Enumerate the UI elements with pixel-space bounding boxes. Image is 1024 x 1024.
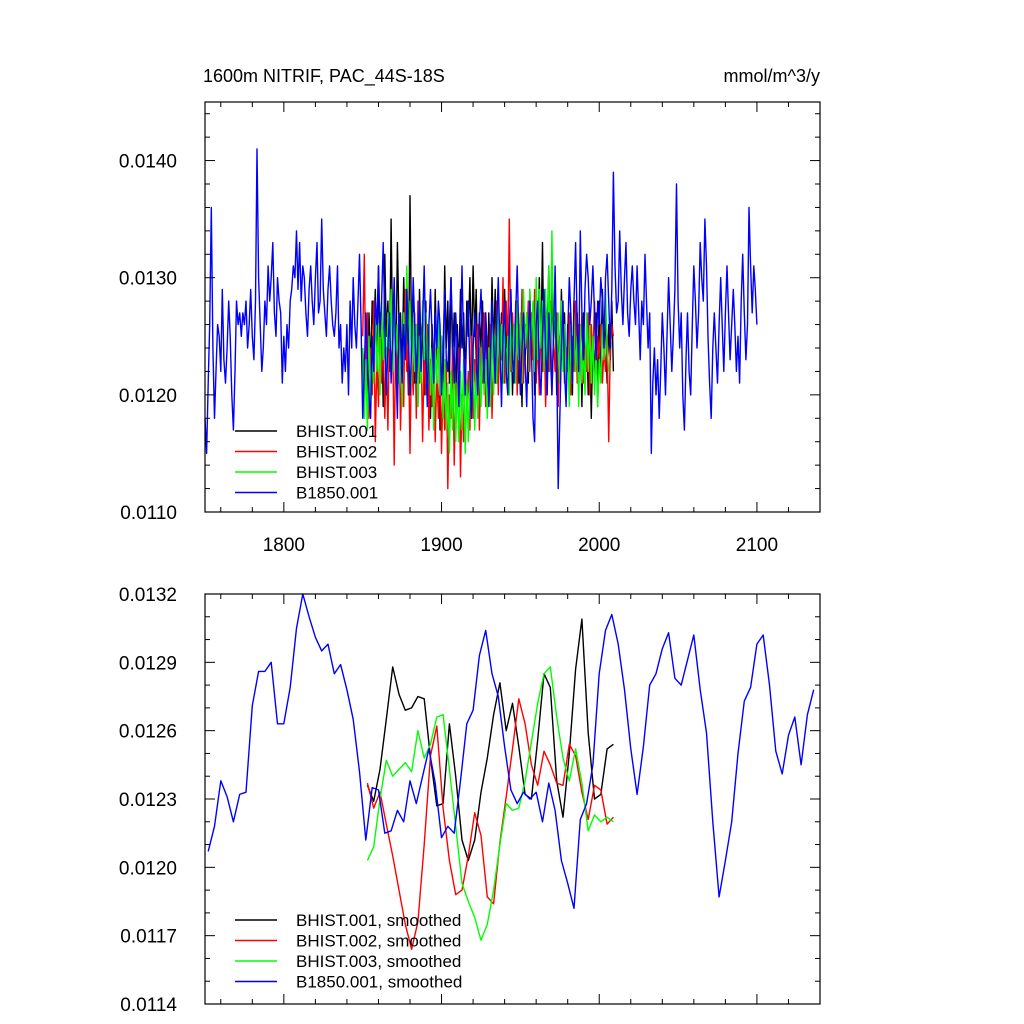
- top-panel: 1600m NITRIF, PAC_44S-18S mmol/m^3/y 180…: [119, 66, 821, 556]
- top-legend-label: BHIST.002: [296, 443, 377, 462]
- top-series-line-b1850-001: [204, 148, 758, 490]
- bottom-series-line-b1850-001: [207, 593, 815, 909]
- top-legend-label: BHIST.003: [296, 463, 377, 482]
- top-y-tick-label: 0.0140: [119, 152, 177, 173]
- bottom-series-line-bhist-003: [366, 666, 614, 941]
- top-chart-units: mmol/m^3/y: [724, 66, 820, 86]
- top-axis-ticks: 1800 1900 2000 2100 0.0110 0.0120 0.0130 0.0140: [119, 102, 821, 556]
- bottom-y-tick-label: 0.0120: [119, 858, 177, 879]
- bottom-y-tick-label: 0.0126: [119, 722, 177, 743]
- top-legend-label: BHIST.001: [296, 422, 377, 441]
- bottom-panel: 0.0114 0.0117 0.0120 0.0123 0.0126 0.0129 0.01…: [119, 585, 821, 1016]
- bottom-legend-label: BHIST.002, smoothed: [296, 932, 461, 951]
- top-series-group: [204, 148, 758, 490]
- bottom-y-tick-label: 0.0132: [119, 585, 177, 606]
- bottom-legend-label: BHIST.003, smoothed: [296, 952, 461, 971]
- bottom-y-tick-label: 0.0114: [120, 995, 177, 1016]
- top-x-tick-label: 1800: [263, 535, 305, 556]
- bottom-axis-ticks: 0.0114 0.0117 0.0120 0.0123 0.0126 0.0129 0.01…: [119, 585, 821, 1016]
- top-legend-label: B1850.001: [296, 484, 378, 503]
- bottom-series-line-bhist-002: [366, 698, 614, 950]
- bottom-series-group: [207, 593, 815, 950]
- bottom-y-tick-label: 0.0129: [119, 653, 177, 674]
- bottom-legend-label: BHIST.001, smoothed: [296, 911, 461, 930]
- bottom-y-tick-label: 0.0123: [119, 790, 177, 811]
- top-y-tick-label: 0.0130: [119, 269, 177, 290]
- top-x-tick-label: 2100: [736, 535, 778, 556]
- bottom-legend: BHIST.001, smoothed BHIST.002, smoothedBH…: [235, 911, 462, 992]
- top-y-tick-label: 0.0120: [119, 386, 177, 407]
- bottom-legend-label: B1850.001, smoothed: [296, 973, 462, 992]
- top-x-tick-label: 2000: [578, 535, 620, 556]
- top-chart-title: 1600m NITRIF, PAC_44S-18S: [203, 66, 445, 87]
- top-y-tick-label: 0.0110: [120, 503, 177, 524]
- bottom-series-line-bhist-001: [366, 618, 614, 862]
- top-plot-frame: [204, 101, 821, 513]
- top-x-tick-label: 1900: [420, 535, 462, 556]
- bottom-y-tick-label: 0.0117: [120, 927, 177, 948]
